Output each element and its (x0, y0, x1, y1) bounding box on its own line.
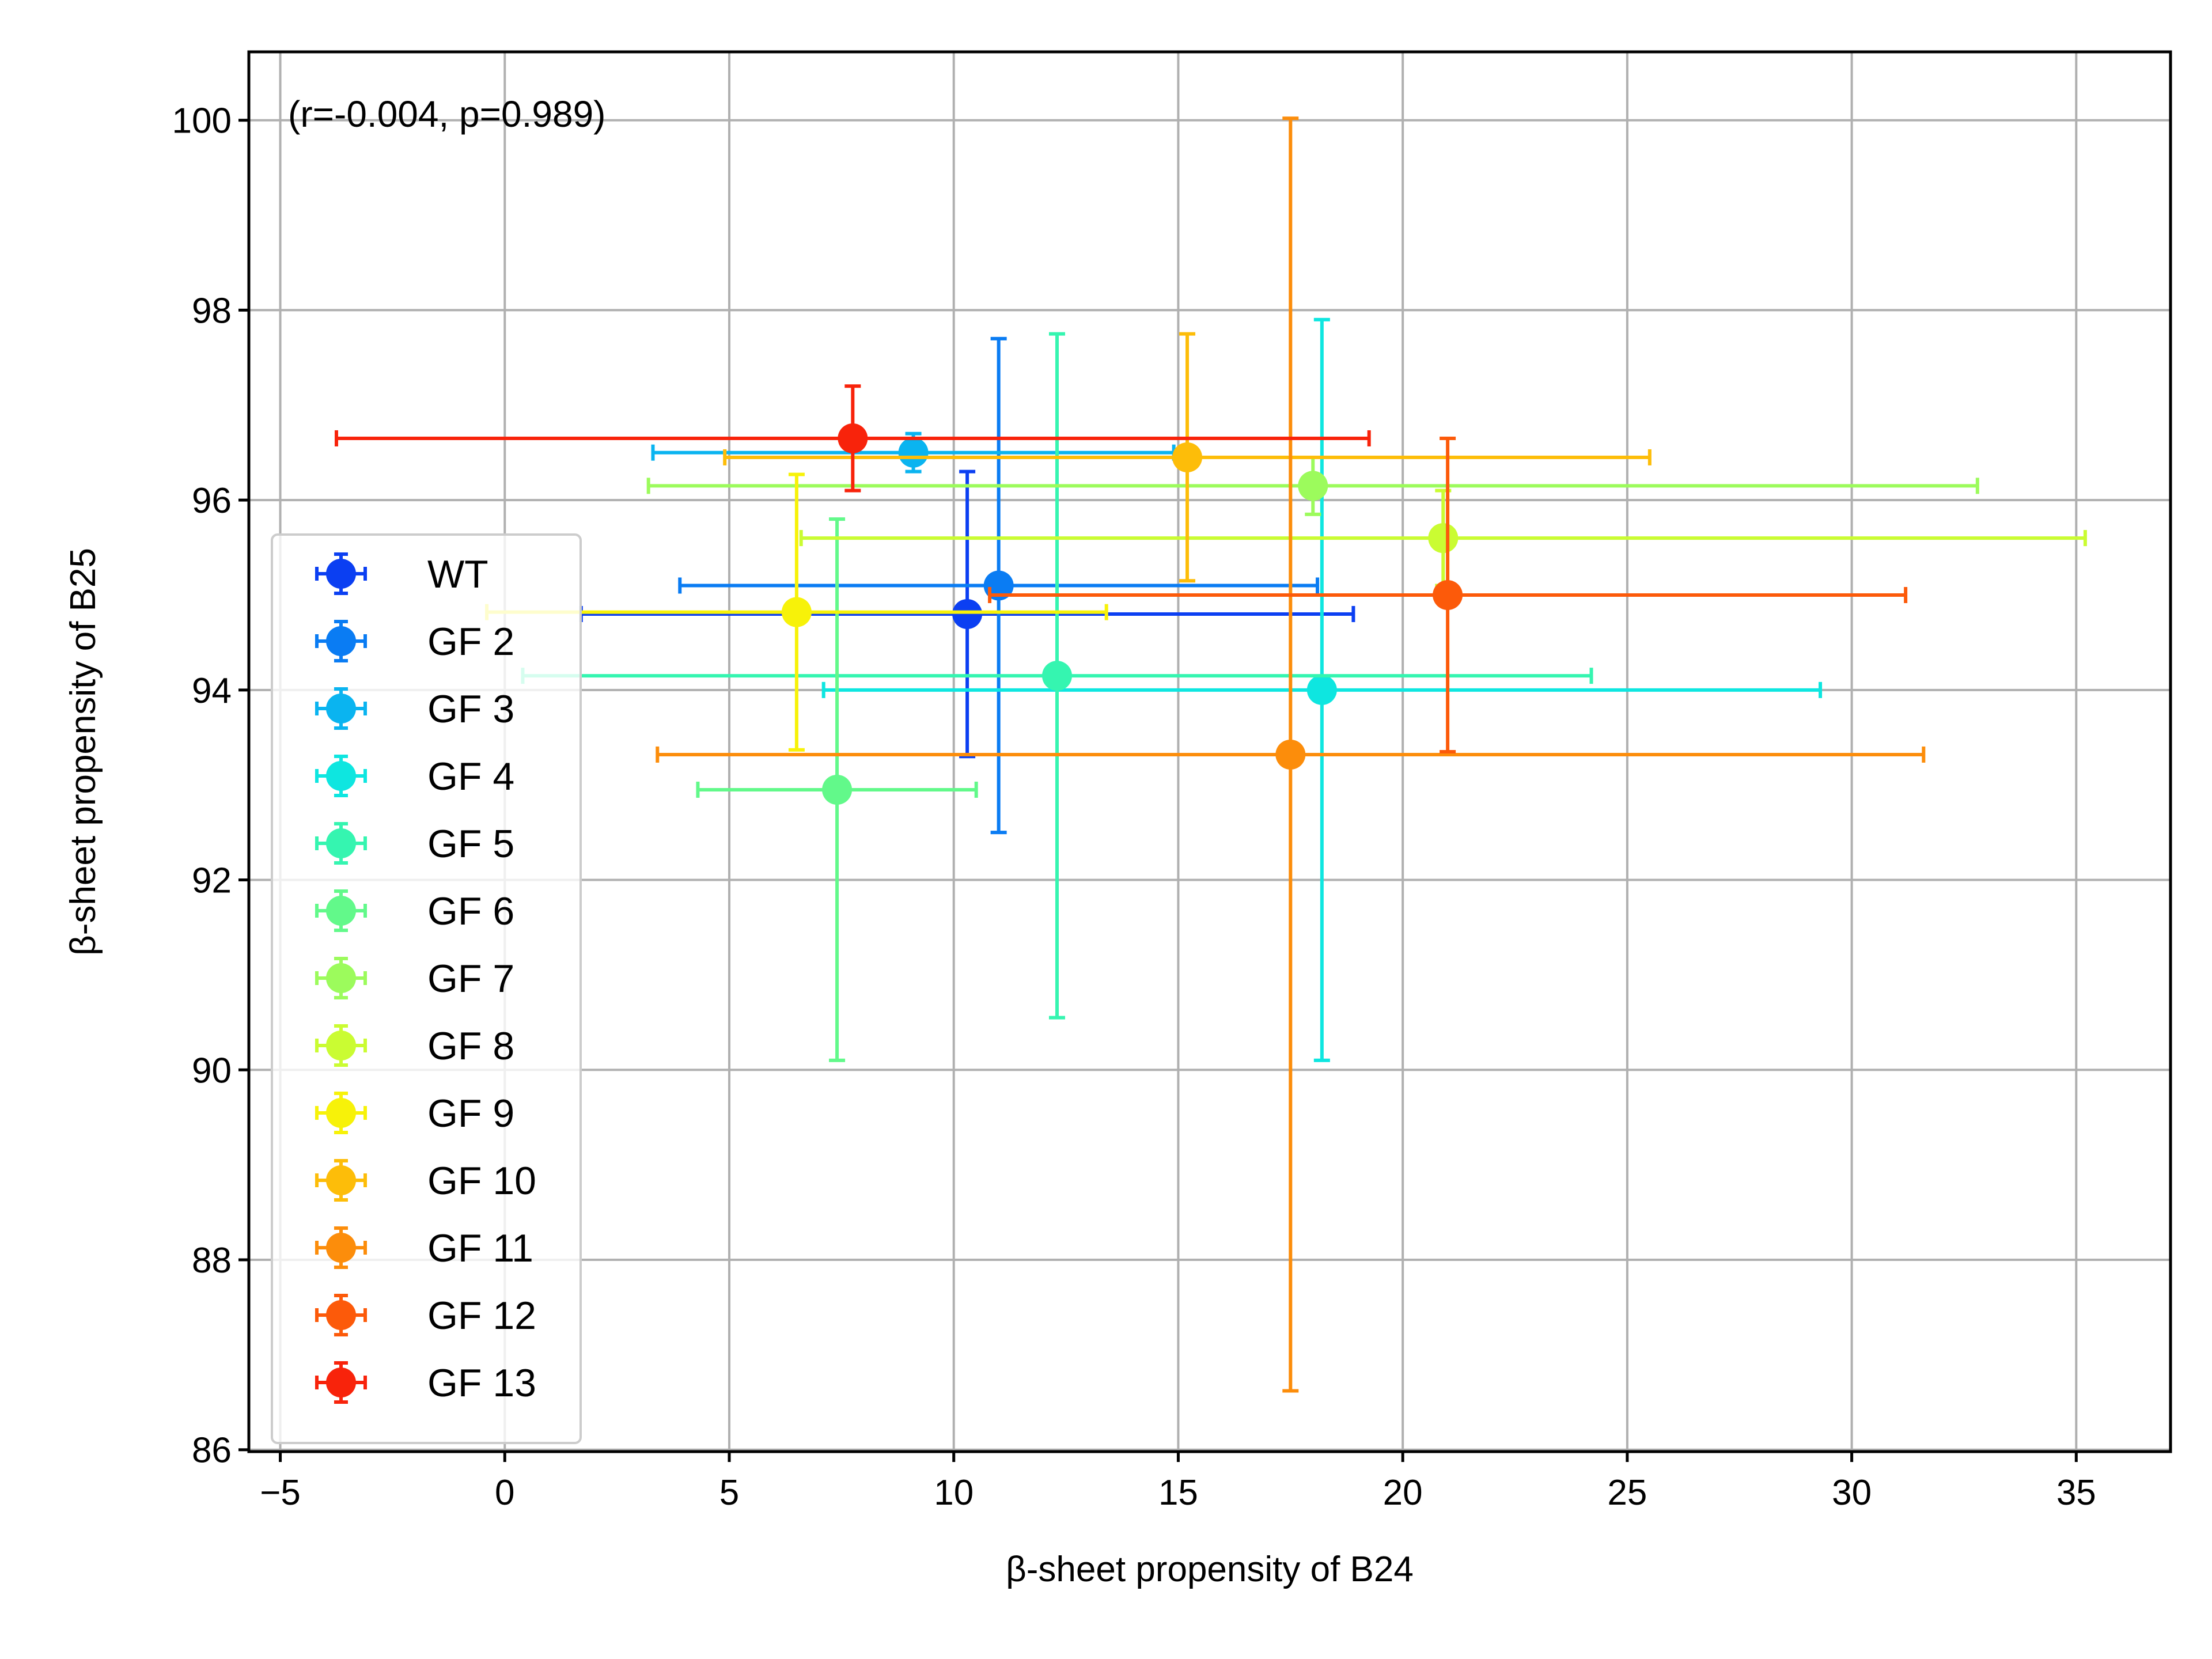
legend-marker (326, 761, 356, 791)
x-tick-label: 0 (495, 1473, 514, 1513)
series-gf-11 (656, 116, 1926, 1393)
x-tick-label: 25 (1607, 1473, 1647, 1513)
legend-label: GF 4 (427, 755, 514, 798)
legend-entry: GF 5 (315, 822, 514, 866)
plot-frame (247, 50, 2172, 1453)
legend-box (271, 533, 582, 1444)
legend-marker (326, 1165, 356, 1195)
legend-marker (326, 963, 356, 993)
y-tick-label: 100 (172, 101, 232, 141)
x-tick-label: 35 (2056, 1473, 2096, 1513)
legend-entry: GF 7 (315, 957, 514, 1001)
legend-entry: GF 4 (315, 755, 514, 798)
legend-marker (326, 1098, 356, 1128)
legend-entry: GF 8 (315, 1024, 514, 1068)
data-point (781, 597, 812, 627)
legend-entry: GF 11 (315, 1226, 533, 1270)
data-point (838, 423, 868, 453)
series-wt (579, 469, 1355, 759)
legend-marker (326, 828, 356, 858)
legend-marker (326, 1031, 356, 1060)
series-gf-12 (988, 436, 1908, 753)
legend-marker (326, 1368, 356, 1397)
correlation-annotation: (r=-0.004, p=0.989) (288, 93, 605, 135)
legend-marker (326, 559, 356, 589)
legend-label: GF 12 (427, 1294, 536, 1338)
legend-label: GF 7 (427, 957, 514, 1001)
legend-marker (326, 1300, 356, 1330)
data-point (822, 774, 853, 805)
legend-entry: GF 13 (315, 1361, 536, 1405)
y-tick-label: 98 (192, 291, 232, 331)
series-layer (334, 116, 2087, 1393)
y-tick-label: 92 (192, 861, 232, 901)
legend-label: GF 6 (427, 889, 514, 933)
series-gf-6 (696, 517, 978, 1062)
axis-ticks: −5 0 5 10 15 20 25 30 35 86 88 90 92 94 96 98 100 (172, 101, 2096, 1513)
legend-entry: GF 2 (315, 620, 514, 664)
series-gf-8 (799, 488, 2087, 588)
data-point (1172, 442, 1203, 472)
y-tick-label: 86 (192, 1431, 232, 1471)
legend-label: GF 3 (427, 687, 514, 731)
y-tick-label: 94 (192, 671, 232, 711)
series-gf-10 (723, 332, 1652, 583)
series-gf-7 (646, 455, 1979, 516)
data-point (898, 437, 929, 468)
data-point (1428, 523, 1459, 554)
legend-label: WT (427, 552, 488, 596)
data-point (952, 599, 983, 629)
legend-marker (326, 896, 356, 926)
x-tick-label: 10 (934, 1473, 974, 1513)
data-point (1275, 739, 1306, 770)
y-axis-label: β-sheet propensity of B25 (63, 548, 103, 956)
data-point (1298, 471, 1328, 501)
legend-entry: GF 9 (315, 1092, 514, 1135)
legend-marker (326, 1233, 356, 1263)
legend-entry: GF 6 (315, 889, 514, 933)
x-axis-label: β-sheet propensity of B24 (1006, 1550, 1414, 1589)
data-point (1041, 661, 1072, 691)
legend-label: GF 8 (427, 1024, 514, 1068)
series-gf-13 (334, 384, 1371, 493)
x-tick-label: 5 (719, 1473, 739, 1513)
legend-label: GF 9 (427, 1092, 514, 1135)
legend-label: GF 11 (427, 1226, 533, 1270)
series-gf-9 (485, 472, 1108, 752)
legend-marker (326, 626, 356, 656)
legend-entry: GF 12 (315, 1294, 536, 1338)
series-gf-4 (821, 317, 1823, 1062)
legend-label: GF 10 (427, 1159, 536, 1203)
y-tick-label: 96 (192, 481, 232, 521)
legend-label: GF 2 (427, 620, 514, 664)
x-tick-label: 15 (1158, 1473, 1198, 1513)
series-gf-5 (521, 332, 1593, 1020)
legend-marker (326, 694, 356, 724)
x-tick-label: 20 (1383, 1473, 1423, 1513)
legend-entry: WT (315, 552, 488, 596)
legend-entry: GF 3 (315, 687, 514, 731)
y-tick-label: 90 (192, 1051, 232, 1090)
legend: WT GF 2 GF 3 GF 4 GF 5 GF 6 GF 7 GF 8 GF 9 GF 10 G… (271, 533, 582, 1444)
legend-label: GF 13 (427, 1361, 536, 1405)
x-tick-label: 30 (1832, 1473, 1872, 1513)
legend-entry: GF 10 (315, 1159, 536, 1203)
data-point (1306, 675, 1337, 705)
y-tick-label: 88 (192, 1241, 232, 1281)
data-point (1433, 579, 1463, 610)
legend-label: GF 5 (427, 822, 514, 866)
x-tick-label: −5 (260, 1473, 301, 1513)
